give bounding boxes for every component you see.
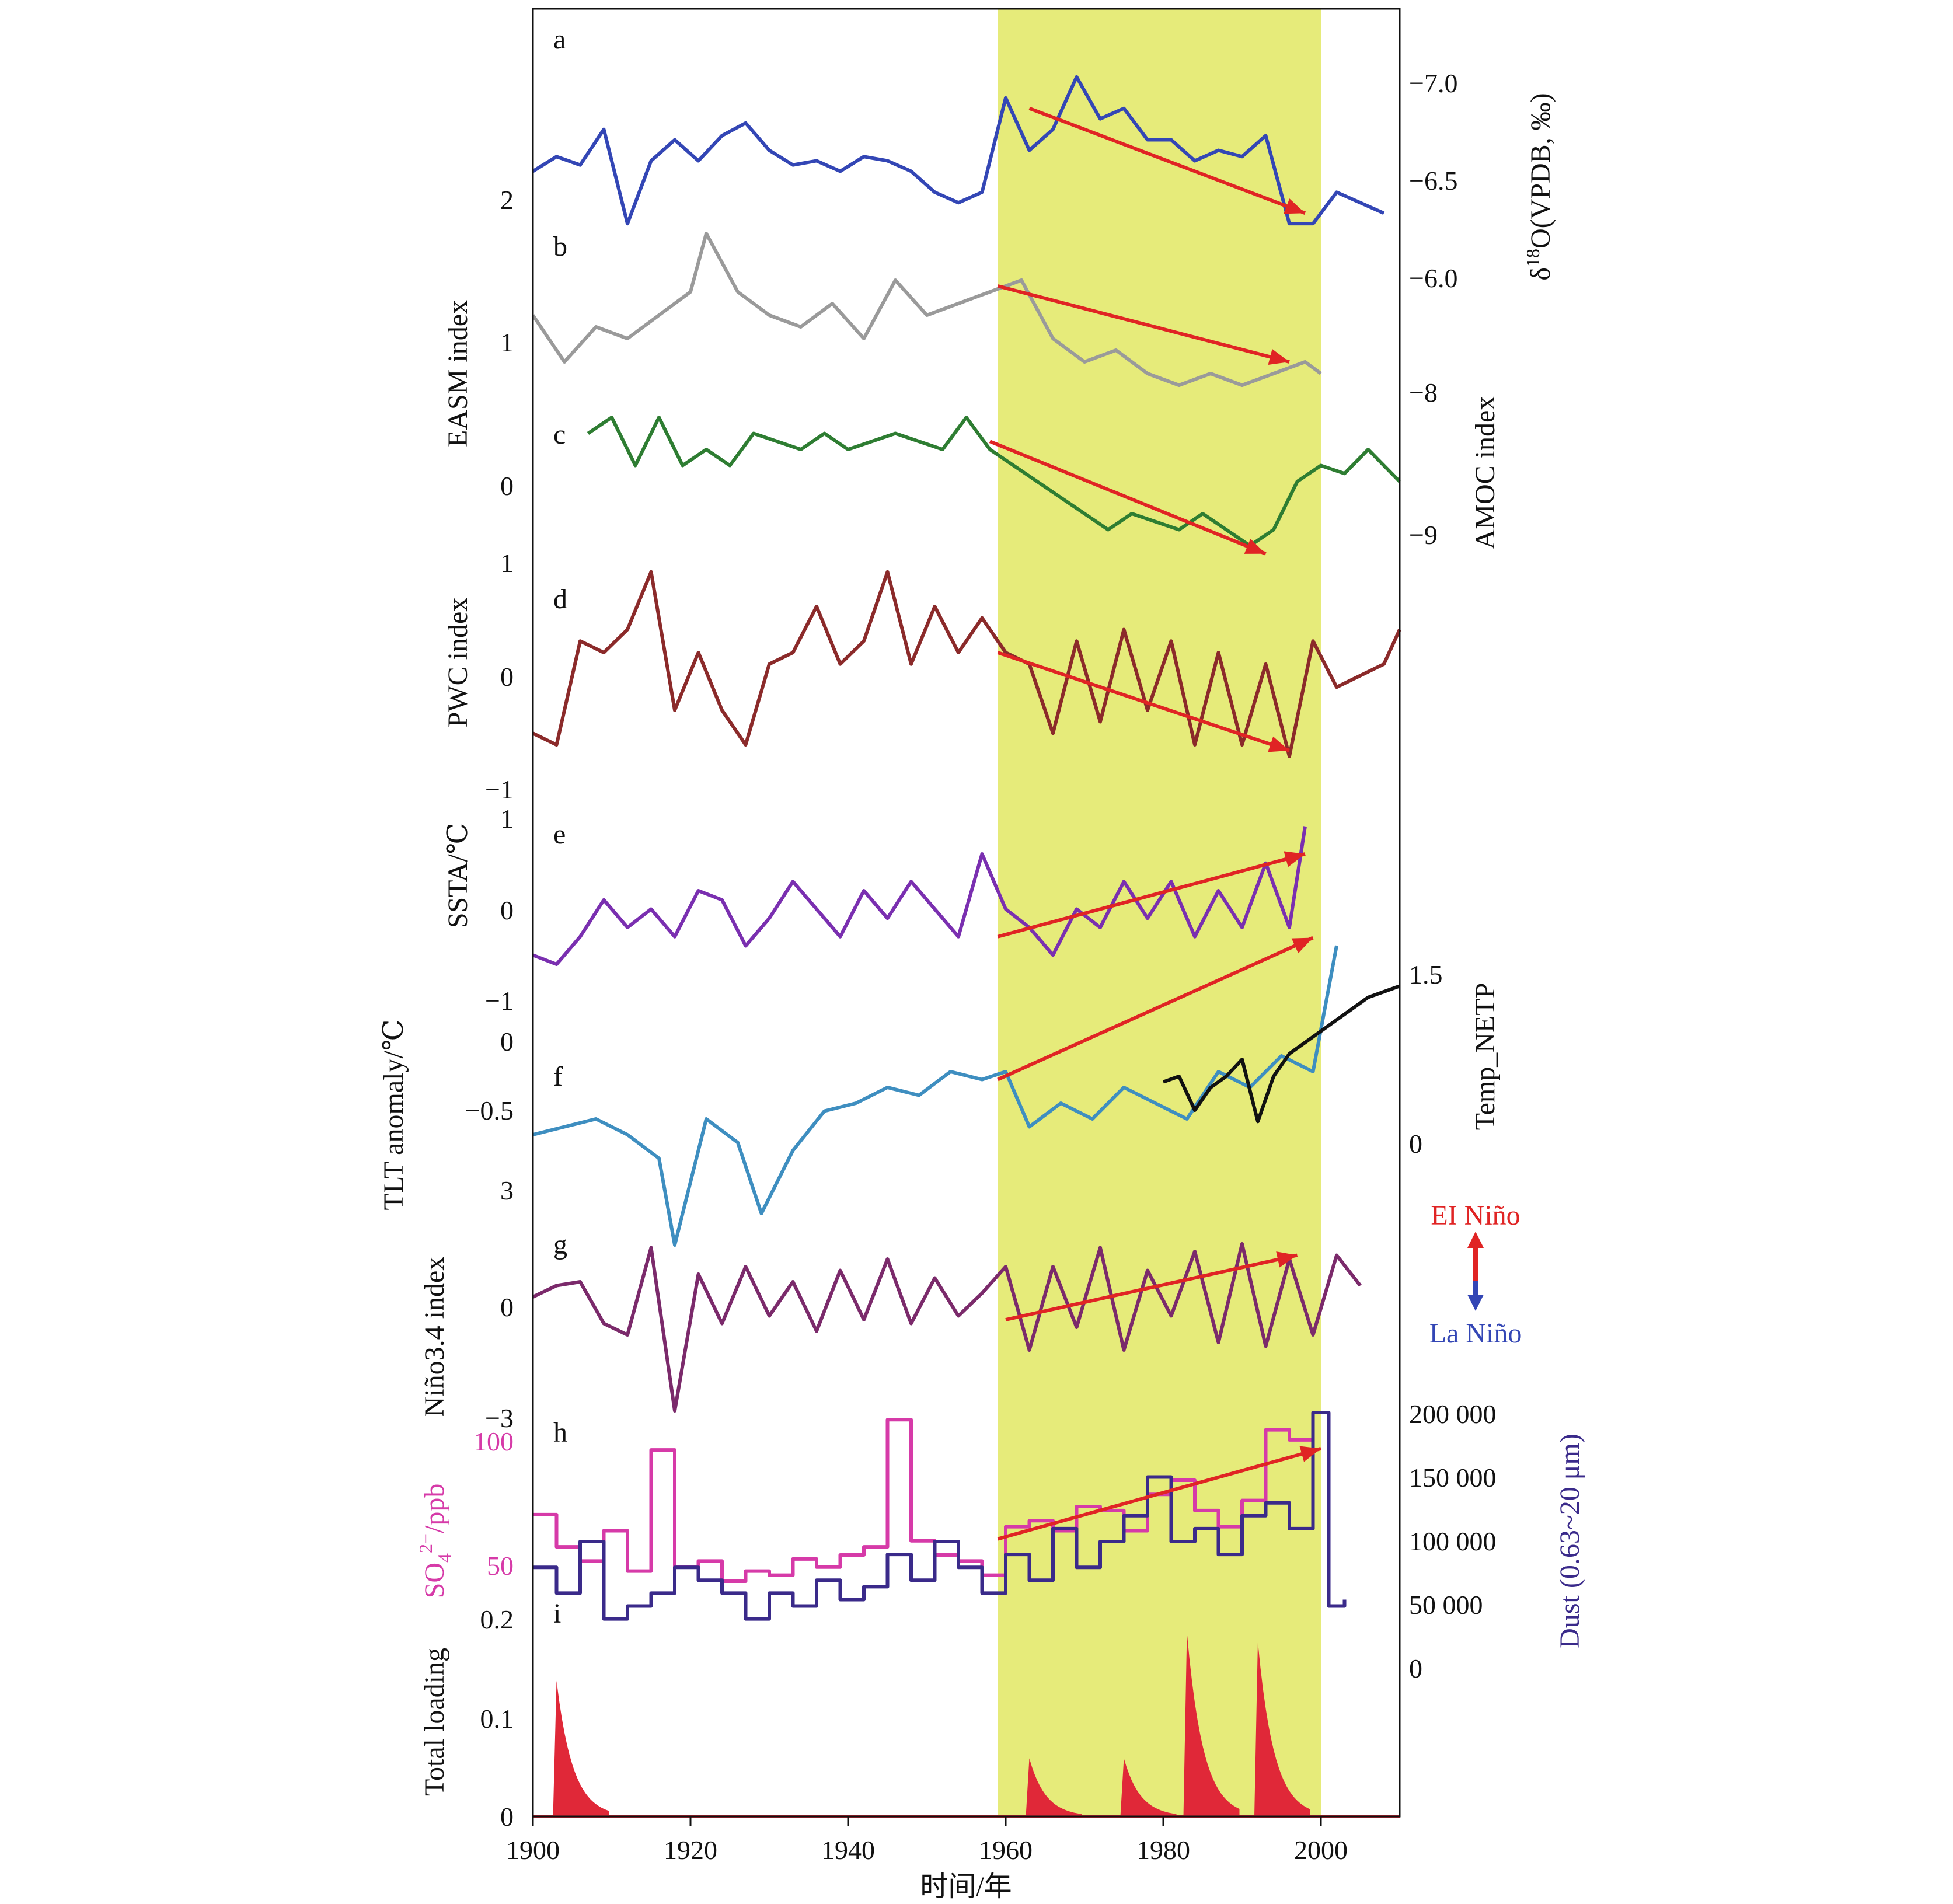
f-right-tick-15: 1.5 [1409, 960, 1443, 989]
label-so4: SO42−/ppb [415, 1484, 455, 1599]
label-ssta: SSTA/℃ [442, 823, 473, 929]
label-tlt: TLT anomaly/℃ [378, 1020, 409, 1211]
g-left-tick-0: 0 [500, 1292, 514, 1322]
h-right-tick-200k: 200 000 [1409, 1399, 1497, 1429]
panel-label-g: g [553, 1229, 567, 1260]
a-right-tick-60: −6.0 [1409, 263, 1457, 293]
x-tick-1980: 1980 [1136, 1835, 1190, 1865]
series-f-0-line [532, 945, 1338, 1247]
el-nino-arrowhead [1467, 1232, 1484, 1248]
g-left-tick-m3: −3 [485, 1403, 514, 1433]
x-axis-label: 时间/年 [920, 1871, 1012, 1902]
series-h-1-line [533, 1411, 1347, 1621]
i-left-tick-01: 0.1 [480, 1704, 514, 1734]
f-left-tick-m05: −0.5 [465, 1096, 514, 1125]
series-g-line [532, 1242, 1362, 1413]
c-left-tick-0: 0 [500, 471, 514, 501]
plot-frame [532, 8, 1401, 1818]
e-left-tick-1: 1 [500, 804, 514, 834]
label-easm: EASM index [442, 300, 473, 447]
x-tick-2000: 2000 [1294, 1835, 1348, 1865]
label-d18o: δ18O(VPDB, ‰) [1522, 93, 1556, 280]
trend-arrow-g-head [1276, 1251, 1298, 1268]
d-left-tick-m1: −1 [485, 775, 514, 804]
la-nina-arrowhead [1467, 1295, 1484, 1311]
label-temp-netp: Temp_NETP [1470, 983, 1501, 1131]
c-right-tick-8: −8 [1409, 378, 1438, 407]
trend-arrow-e-head [1284, 851, 1305, 867]
e-left-tick-0: 0 [500, 895, 514, 925]
loading-peak-4 [1254, 1642, 1310, 1816]
la-nina-annotation: La Niño [1429, 1318, 1522, 1349]
shaded-interval [998, 9, 1321, 1816]
series-c-line [587, 416, 1401, 548]
series-a-line [532, 75, 1385, 226]
c-right-tick-9: −9 [1409, 520, 1438, 550]
loading-peak-2 [1120, 1758, 1177, 1816]
panel-label-a: a [553, 24, 566, 55]
trend-arrow-b [997, 284, 1290, 364]
e-left-tick-m1: −1 [485, 986, 514, 1016]
x-tick-1960: 1960 [979, 1835, 1033, 1865]
trend-arrow-e [997, 852, 1306, 939]
i-left-tick-0: 0 [500, 1802, 514, 1832]
trend-arrow-a-head [1284, 198, 1305, 214]
label-nino34: Niño3.4 index [419, 1257, 450, 1417]
panel-label-f: f [553, 1061, 563, 1092]
series-f-1-line [1162, 984, 1401, 1124]
el-nino-annotation: EI Niño [1431, 1200, 1520, 1231]
d-left-tick-1: 1 [500, 548, 514, 578]
i-left-tick-02: 0.2 [480, 1605, 514, 1634]
trend-arrow-c [989, 440, 1267, 556]
h-right-tick-150k: 150 000 [1409, 1463, 1497, 1492]
trend-arrow-f [997, 936, 1314, 1082]
trend-arrow-h [997, 1446, 1321, 1541]
panel-label-e: e [553, 819, 566, 850]
label-total-loading: Total loading [419, 1648, 450, 1796]
f-right-tick-0: 0 [1409, 1129, 1422, 1159]
b-left-tick-1: 1 [500, 327, 514, 357]
series-b-line [531, 232, 1322, 387]
trend-arrow-d [997, 651, 1290, 752]
label-amoc: AMOC index [1470, 396, 1501, 550]
h-left-tick-100: 100 [473, 1427, 514, 1456]
a-right-tick-65: −6.5 [1409, 166, 1457, 196]
panel-label-i: i [553, 1598, 561, 1629]
x-tick-1900: 1900 [506, 1835, 560, 1865]
d-left-tick-0: 0 [500, 662, 514, 692]
x-tick-1940: 1940 [821, 1835, 875, 1865]
panel-label-b: b [553, 231, 567, 262]
a-left-tick-2: 2 [500, 185, 514, 215]
trend-arrow-a [1028, 106, 1306, 215]
trend-arrow-b-head [1268, 348, 1289, 365]
loading-peak-0 [553, 1680, 609, 1816]
f-left-tick-0: 0 [500, 1027, 514, 1056]
loading-peak-3 [1183, 1632, 1240, 1816]
h-right-tick-100k: 100 000 [1409, 1526, 1497, 1556]
loading-peak-1 [1026, 1758, 1082, 1816]
trend-arrow-d-head [1268, 736, 1289, 752]
h-right-tick-0: 0 [1409, 1654, 1422, 1683]
trend-arrow-h-head [1299, 1446, 1321, 1462]
trend-arrow-g [1005, 1253, 1298, 1321]
label-pwc: PWC index [442, 598, 473, 728]
trend-arrow-c-head [1244, 538, 1266, 554]
panel-label-d: d [553, 584, 567, 615]
label-dust: Dust (0.63~20 μm) [1554, 1434, 1585, 1648]
panel-label-c: c [553, 419, 566, 450]
h-right-tick-50k: 50 000 [1409, 1590, 1483, 1620]
a-right-tick-70: −7.0 [1409, 68, 1457, 98]
trend-arrow-f-head [1291, 937, 1313, 954]
x-tick-1920: 1920 [664, 1835, 717, 1865]
panel-label-h: h [553, 1417, 567, 1448]
g-left-tick-3: 3 [500, 1176, 514, 1205]
series-d-line [532, 570, 1401, 758]
series-e-line [532, 826, 1307, 966]
h-left-tick-50: 50 [487, 1551, 514, 1581]
